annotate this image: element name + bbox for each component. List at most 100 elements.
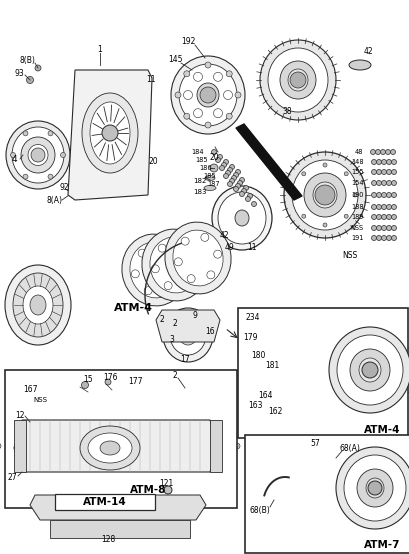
Circle shape <box>144 286 152 295</box>
Circle shape <box>235 183 240 188</box>
Circle shape <box>274 362 279 367</box>
Text: 187: 187 <box>207 181 220 187</box>
Circle shape <box>371 204 375 209</box>
Circle shape <box>370 150 375 155</box>
Circle shape <box>290 376 295 381</box>
Ellipse shape <box>196 83 218 107</box>
Circle shape <box>380 192 386 197</box>
Circle shape <box>181 237 189 245</box>
Text: 128: 128 <box>101 536 115 545</box>
Circle shape <box>273 355 278 360</box>
Text: 42: 42 <box>362 48 372 57</box>
Text: 167: 167 <box>22 386 37 394</box>
Circle shape <box>391 170 396 175</box>
Ellipse shape <box>170 315 205 355</box>
Circle shape <box>231 176 236 181</box>
Circle shape <box>17 465 23 471</box>
Text: 163: 163 <box>247 401 262 409</box>
Circle shape <box>367 481 381 495</box>
Text: 20: 20 <box>209 152 218 162</box>
Circle shape <box>391 235 396 240</box>
Circle shape <box>213 73 222 81</box>
Circle shape <box>239 192 244 197</box>
Text: 177: 177 <box>128 377 142 387</box>
Circle shape <box>380 225 386 230</box>
Ellipse shape <box>171 56 245 134</box>
Text: 155: 155 <box>351 169 363 175</box>
Ellipse shape <box>218 192 265 244</box>
Circle shape <box>219 166 224 171</box>
Circle shape <box>375 235 380 240</box>
Text: 148: 148 <box>351 159 363 165</box>
Ellipse shape <box>130 242 180 298</box>
Text: 27: 27 <box>7 474 17 483</box>
Circle shape <box>371 225 375 230</box>
Polygon shape <box>236 124 301 200</box>
Text: NSS: NSS <box>350 225 363 231</box>
Text: 164: 164 <box>257 391 272 399</box>
Circle shape <box>69 190 75 196</box>
Circle shape <box>391 214 396 219</box>
Circle shape <box>386 181 391 186</box>
Circle shape <box>164 281 172 290</box>
Circle shape <box>281 492 287 498</box>
Circle shape <box>391 181 396 186</box>
Circle shape <box>380 214 386 219</box>
Ellipse shape <box>328 327 409 413</box>
Circle shape <box>17 421 23 427</box>
Circle shape <box>170 262 178 270</box>
Circle shape <box>322 163 326 167</box>
Circle shape <box>301 172 305 176</box>
Circle shape <box>302 479 308 485</box>
Text: 68(A): 68(A) <box>339 444 360 453</box>
Ellipse shape <box>336 335 402 405</box>
Circle shape <box>371 170 375 175</box>
Circle shape <box>225 171 230 176</box>
Circle shape <box>380 150 384 155</box>
Circle shape <box>391 225 396 230</box>
Circle shape <box>164 283 171 291</box>
Ellipse shape <box>283 152 365 238</box>
Circle shape <box>27 76 34 84</box>
Ellipse shape <box>287 69 307 91</box>
Circle shape <box>183 71 189 77</box>
Text: 180: 180 <box>250 351 265 360</box>
Ellipse shape <box>291 160 357 230</box>
Ellipse shape <box>150 237 200 293</box>
Text: 183: 183 <box>193 189 206 195</box>
Circle shape <box>204 62 211 68</box>
Ellipse shape <box>204 176 214 181</box>
Circle shape <box>187 275 195 283</box>
Ellipse shape <box>211 186 271 250</box>
Circle shape <box>375 204 380 209</box>
Circle shape <box>274 492 280 498</box>
Circle shape <box>213 250 221 258</box>
Text: 191: 191 <box>351 235 363 241</box>
Circle shape <box>380 235 386 240</box>
Ellipse shape <box>279 61 315 99</box>
Circle shape <box>249 342 254 347</box>
Text: 9: 9 <box>192 310 197 320</box>
Ellipse shape <box>12 127 64 183</box>
Circle shape <box>375 181 380 186</box>
Circle shape <box>102 125 118 141</box>
Ellipse shape <box>204 186 216 191</box>
Polygon shape <box>155 310 220 342</box>
Text: 181: 181 <box>264 361 279 370</box>
Circle shape <box>211 150 216 155</box>
Circle shape <box>380 204 386 209</box>
Text: 145: 145 <box>167 55 182 64</box>
Text: 1: 1 <box>97 45 102 54</box>
Ellipse shape <box>121 234 188 306</box>
Text: 192: 192 <box>180 38 195 47</box>
Circle shape <box>138 249 146 257</box>
Text: 8(B): 8(B) <box>19 55 35 64</box>
Circle shape <box>229 165 234 170</box>
Circle shape <box>211 465 218 471</box>
Circle shape <box>284 373 289 378</box>
Polygon shape <box>14 420 218 472</box>
Circle shape <box>272 370 277 375</box>
Circle shape <box>267 331 272 336</box>
Circle shape <box>23 131 28 136</box>
Circle shape <box>352 193 356 197</box>
